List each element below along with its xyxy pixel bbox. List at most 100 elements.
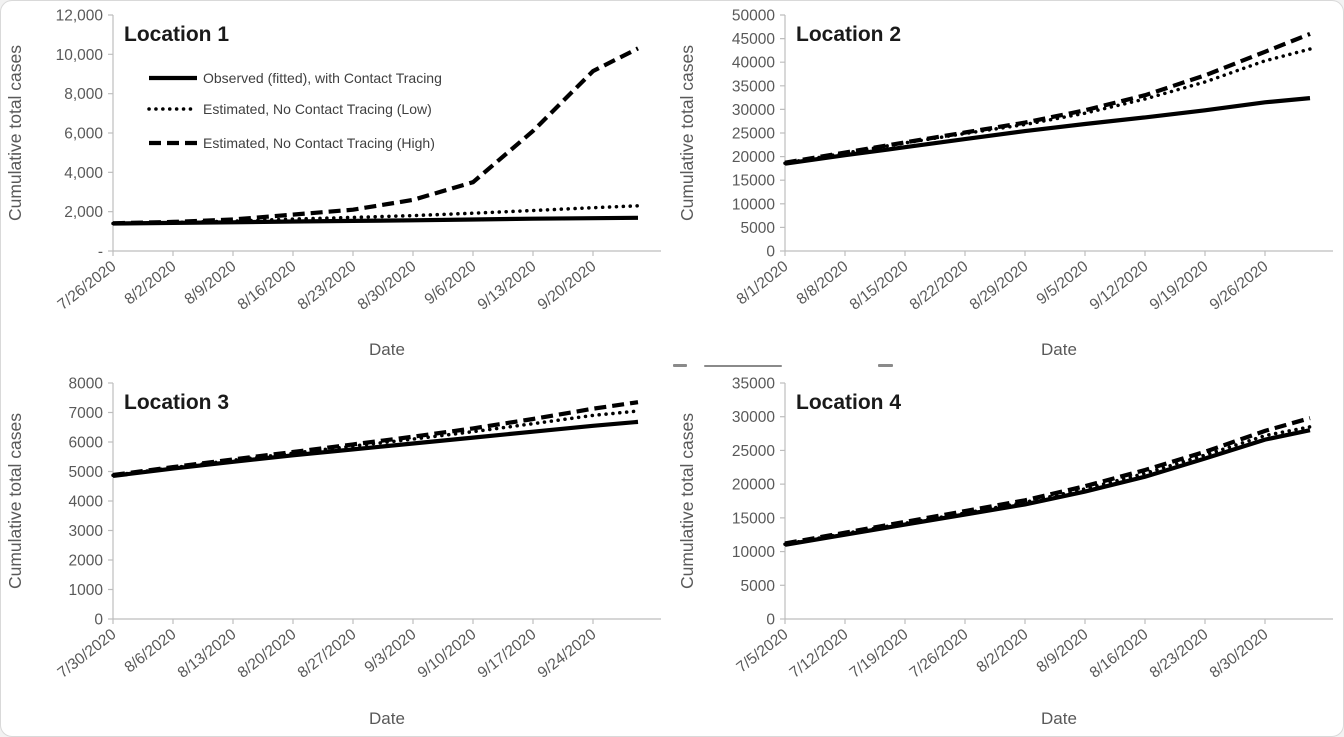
y-tick-label: 20000	[732, 149, 775, 166]
y-tick-label: 4000	[69, 494, 104, 511]
x-axis-title: Date	[1041, 340, 1077, 359]
y-tick-label: 35000	[732, 376, 775, 393]
x-tick-label: 8/16/2020	[235, 258, 300, 314]
series-line-solid	[112, 215, 639, 226]
series-line-solid	[784, 96, 1311, 166]
y-tick-label: 0	[94, 612, 103, 629]
x-tick-label: 7/19/2020	[847, 626, 912, 682]
y-tick-label: 5000	[741, 578, 776, 595]
y-tick-label: 6,000	[64, 126, 103, 143]
y-tick-label: 35000	[732, 78, 775, 95]
x-tick-label: 9/12/2020	[1087, 258, 1152, 314]
y-tick-label: 4,000	[64, 165, 103, 182]
y-tick-label: 50000	[732, 8, 775, 25]
y-tick-label: 30000	[732, 409, 775, 426]
x-tick-label: 7/12/2020	[787, 626, 852, 682]
y-tick-label: 8000	[69, 376, 104, 393]
x-tick-label: 8/9/2020	[1033, 626, 1091, 677]
x-tick-label: 9/19/2020	[1147, 258, 1212, 314]
x-tick-label: 8/2/2020	[973, 626, 1031, 677]
x-tick-label: 8/8/2020	[793, 258, 851, 309]
x-tick-label: 9/20/2020	[535, 258, 600, 314]
x-tick-label: 8/1/2020	[733, 258, 791, 309]
x-tick-label: 9/26/2020	[1207, 258, 1272, 314]
x-axis-title: Date	[369, 340, 405, 359]
x-tick-label: 7/26/2020	[907, 626, 972, 682]
y-tick-label: 1000	[69, 582, 104, 599]
series-line-dashed	[784, 31, 1311, 165]
x-tick-label: 9/6/2020	[421, 258, 479, 309]
y-axis-title: Cumulative total cases	[5, 413, 25, 589]
x-tick-label: 8/6/2020	[121, 626, 179, 677]
y-tick-label: 2,000	[64, 204, 103, 221]
x-tick-label: 9/13/2020	[475, 258, 540, 314]
x-tick-label: 9/24/2020	[535, 626, 600, 682]
y-tick-label: 30000	[732, 102, 775, 119]
y-tick-label: 45000	[732, 31, 775, 48]
series-line-solid	[112, 419, 639, 478]
x-axis-title: Date	[369, 709, 405, 728]
series-line-solid	[784, 428, 1311, 547]
series-line-dashed	[784, 416, 1311, 546]
y-tick-label: 15000	[732, 173, 775, 190]
y-tick-label: 25000	[732, 126, 775, 143]
x-tick-label: 8/30/2020	[355, 258, 420, 314]
chart-title: Location 3	[124, 391, 229, 414]
y-tick-label: 3000	[69, 523, 104, 540]
y-axis-title: Cumulative total cases	[5, 45, 25, 221]
y-tick-label: 0	[766, 244, 775, 261]
y-tick-label: 10,000	[56, 47, 104, 64]
y-tick-label: 6000	[69, 435, 104, 452]
y-tick-label: 25000	[732, 443, 775, 460]
x-tick-label: 8/23/2020	[1147, 626, 1212, 682]
y-tick-label: 8,000	[64, 86, 103, 103]
y-tick-label: 40000	[732, 55, 775, 72]
y-axis-title: Cumulative total cases	[677, 45, 697, 221]
y-tick-label: -	[98, 244, 103, 261]
x-tick-label: 8/29/2020	[967, 258, 1032, 314]
x-tick-label: 8/15/2020	[847, 258, 912, 314]
stray-mark	[878, 364, 893, 367]
x-tick-label: 7/26/2020	[55, 258, 120, 314]
chart-title: Location 1	[124, 23, 229, 46]
x-tick-label: 9/5/2020	[1033, 258, 1091, 309]
chart-title: Location 4	[796, 391, 901, 414]
stray-mark	[704, 365, 782, 367]
y-tick-label: 5000	[69, 464, 104, 481]
chart-location-4: 0 5000 10000 15000 20000 25000 30000 35000 7/5/2…	[677, 376, 1333, 728]
x-tick-label: 8/30/2020	[1207, 626, 1272, 682]
chart-location-3: 0 1000 2000 3000 4000 5000 6000 7000 8000 7/30/20…	[5, 376, 661, 728]
y-tick-label: 10000	[732, 544, 775, 561]
x-tick-label: 8/20/2020	[235, 626, 300, 682]
x-tick-label: 8/27/2020	[295, 626, 360, 682]
x-tick-label: 7/5/2020	[733, 626, 791, 677]
x-tick-label: 8/2/2020	[121, 258, 179, 309]
legend-label: Observed (fitted), with Contact Tracing	[203, 70, 442, 86]
y-tick-label: 2000	[69, 553, 104, 570]
x-tick-label: 9/3/2020	[361, 626, 419, 677]
x-tick-label: 8/13/2020	[175, 626, 240, 682]
y-tick-label: 7000	[69, 405, 104, 422]
x-tick-label: 8/9/2020	[181, 258, 239, 309]
y-axis-title: Cumulative total cases	[677, 413, 697, 589]
legend-label: Estimated, No Contact Tracing (Low)	[203, 101, 432, 117]
y-tick-label: 10000	[732, 196, 775, 213]
x-axis-title: Date	[1041, 709, 1077, 728]
y-tick-label: 5000	[741, 220, 776, 237]
x-tick-label: 8/16/2020	[1087, 626, 1152, 682]
x-tick-label: 9/10/2020	[415, 626, 480, 682]
x-tick-label: 8/23/2020	[295, 258, 360, 314]
y-tick-label: 20000	[732, 477, 775, 494]
y-tick-label: 12,000	[56, 8, 104, 25]
x-tick-label: 9/17/2020	[475, 626, 540, 682]
y-tick-label: 0	[766, 612, 775, 629]
legend-label: Estimated, No Contact Tracing (High)	[203, 135, 435, 151]
y-tick-label: 15000	[732, 510, 775, 527]
chart-title: Location 2	[796, 23, 901, 46]
chart-location-1: - 2,000 4,000 6,000 8,000 10,000 12,000 7/26/20…	[5, 8, 661, 359]
x-tick-label: 8/22/2020	[907, 258, 972, 314]
chart-location-2: 0 5000 10000 15000 20000 25000 30000 35000 40000…	[677, 8, 1333, 359]
x-tick-label: 7/30/2020	[55, 626, 120, 682]
